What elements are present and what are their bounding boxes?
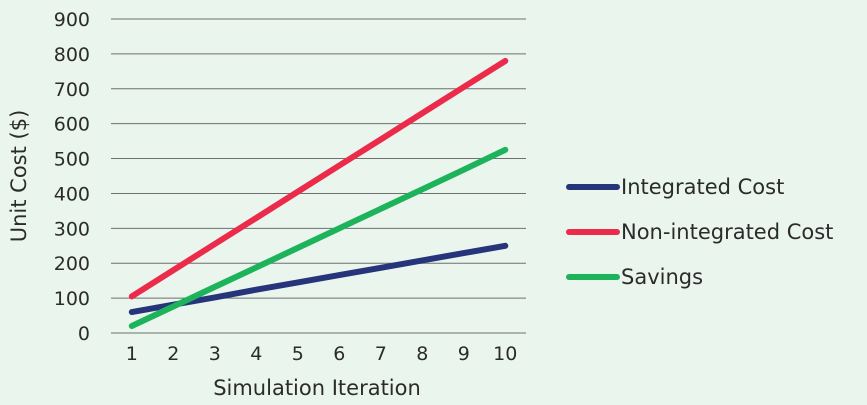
series-lines (128, 57, 509, 329)
y-tick-label: 300 (54, 218, 90, 240)
x-tick-label: 2 (167, 343, 179, 365)
y-tick-label: 100 (54, 288, 90, 310)
x-tick-label: 10 (493, 343, 517, 365)
x-tick-label: 3 (209, 343, 221, 365)
y-tick-label: 700 (54, 79, 90, 101)
legend-label-integrated-cost: Integrated Cost (621, 175, 784, 199)
y-tick-label: 0 (78, 323, 90, 345)
y-tick-label: 800 (54, 44, 90, 66)
y-tick-label: 400 (54, 183, 90, 205)
legend-label-savings: Savings (621, 265, 703, 289)
x-axis-ticks: 1 2 3 4 5 6 7 8 9 10 (126, 343, 518, 365)
x-tick-label: 5 (292, 343, 304, 365)
x-tick-label: 8 (416, 343, 428, 365)
series-line-non-integrated-cost (128, 57, 509, 300)
y-tick-label: 500 (54, 149, 90, 171)
x-tick-label: 6 (333, 343, 345, 365)
legend: Integrated Cost Non-integrated Cost Saving… (566, 175, 833, 289)
y-axis-ticks: 0 100 200 300 400 500 600 700 800 900 (54, 9, 90, 345)
x-tick-label: 1 (126, 343, 138, 365)
x-tick-label: 4 (250, 343, 262, 365)
legend-label-non-integrated-cost: Non-integrated Cost (621, 220, 833, 244)
y-tick-label: 600 (54, 114, 90, 136)
y-tick-label: 200 (54, 253, 90, 275)
series-line-savings (128, 146, 509, 329)
y-tick-label: 900 (54, 9, 90, 31)
x-tick-label: 7 (375, 343, 387, 365)
x-tick-label: 9 (458, 343, 470, 365)
x-axis-title: Simulation Iteration (213, 376, 421, 400)
y-axis-title: Unit Cost ($) (7, 110, 31, 243)
series-line-integrated-cost (128, 242, 509, 316)
